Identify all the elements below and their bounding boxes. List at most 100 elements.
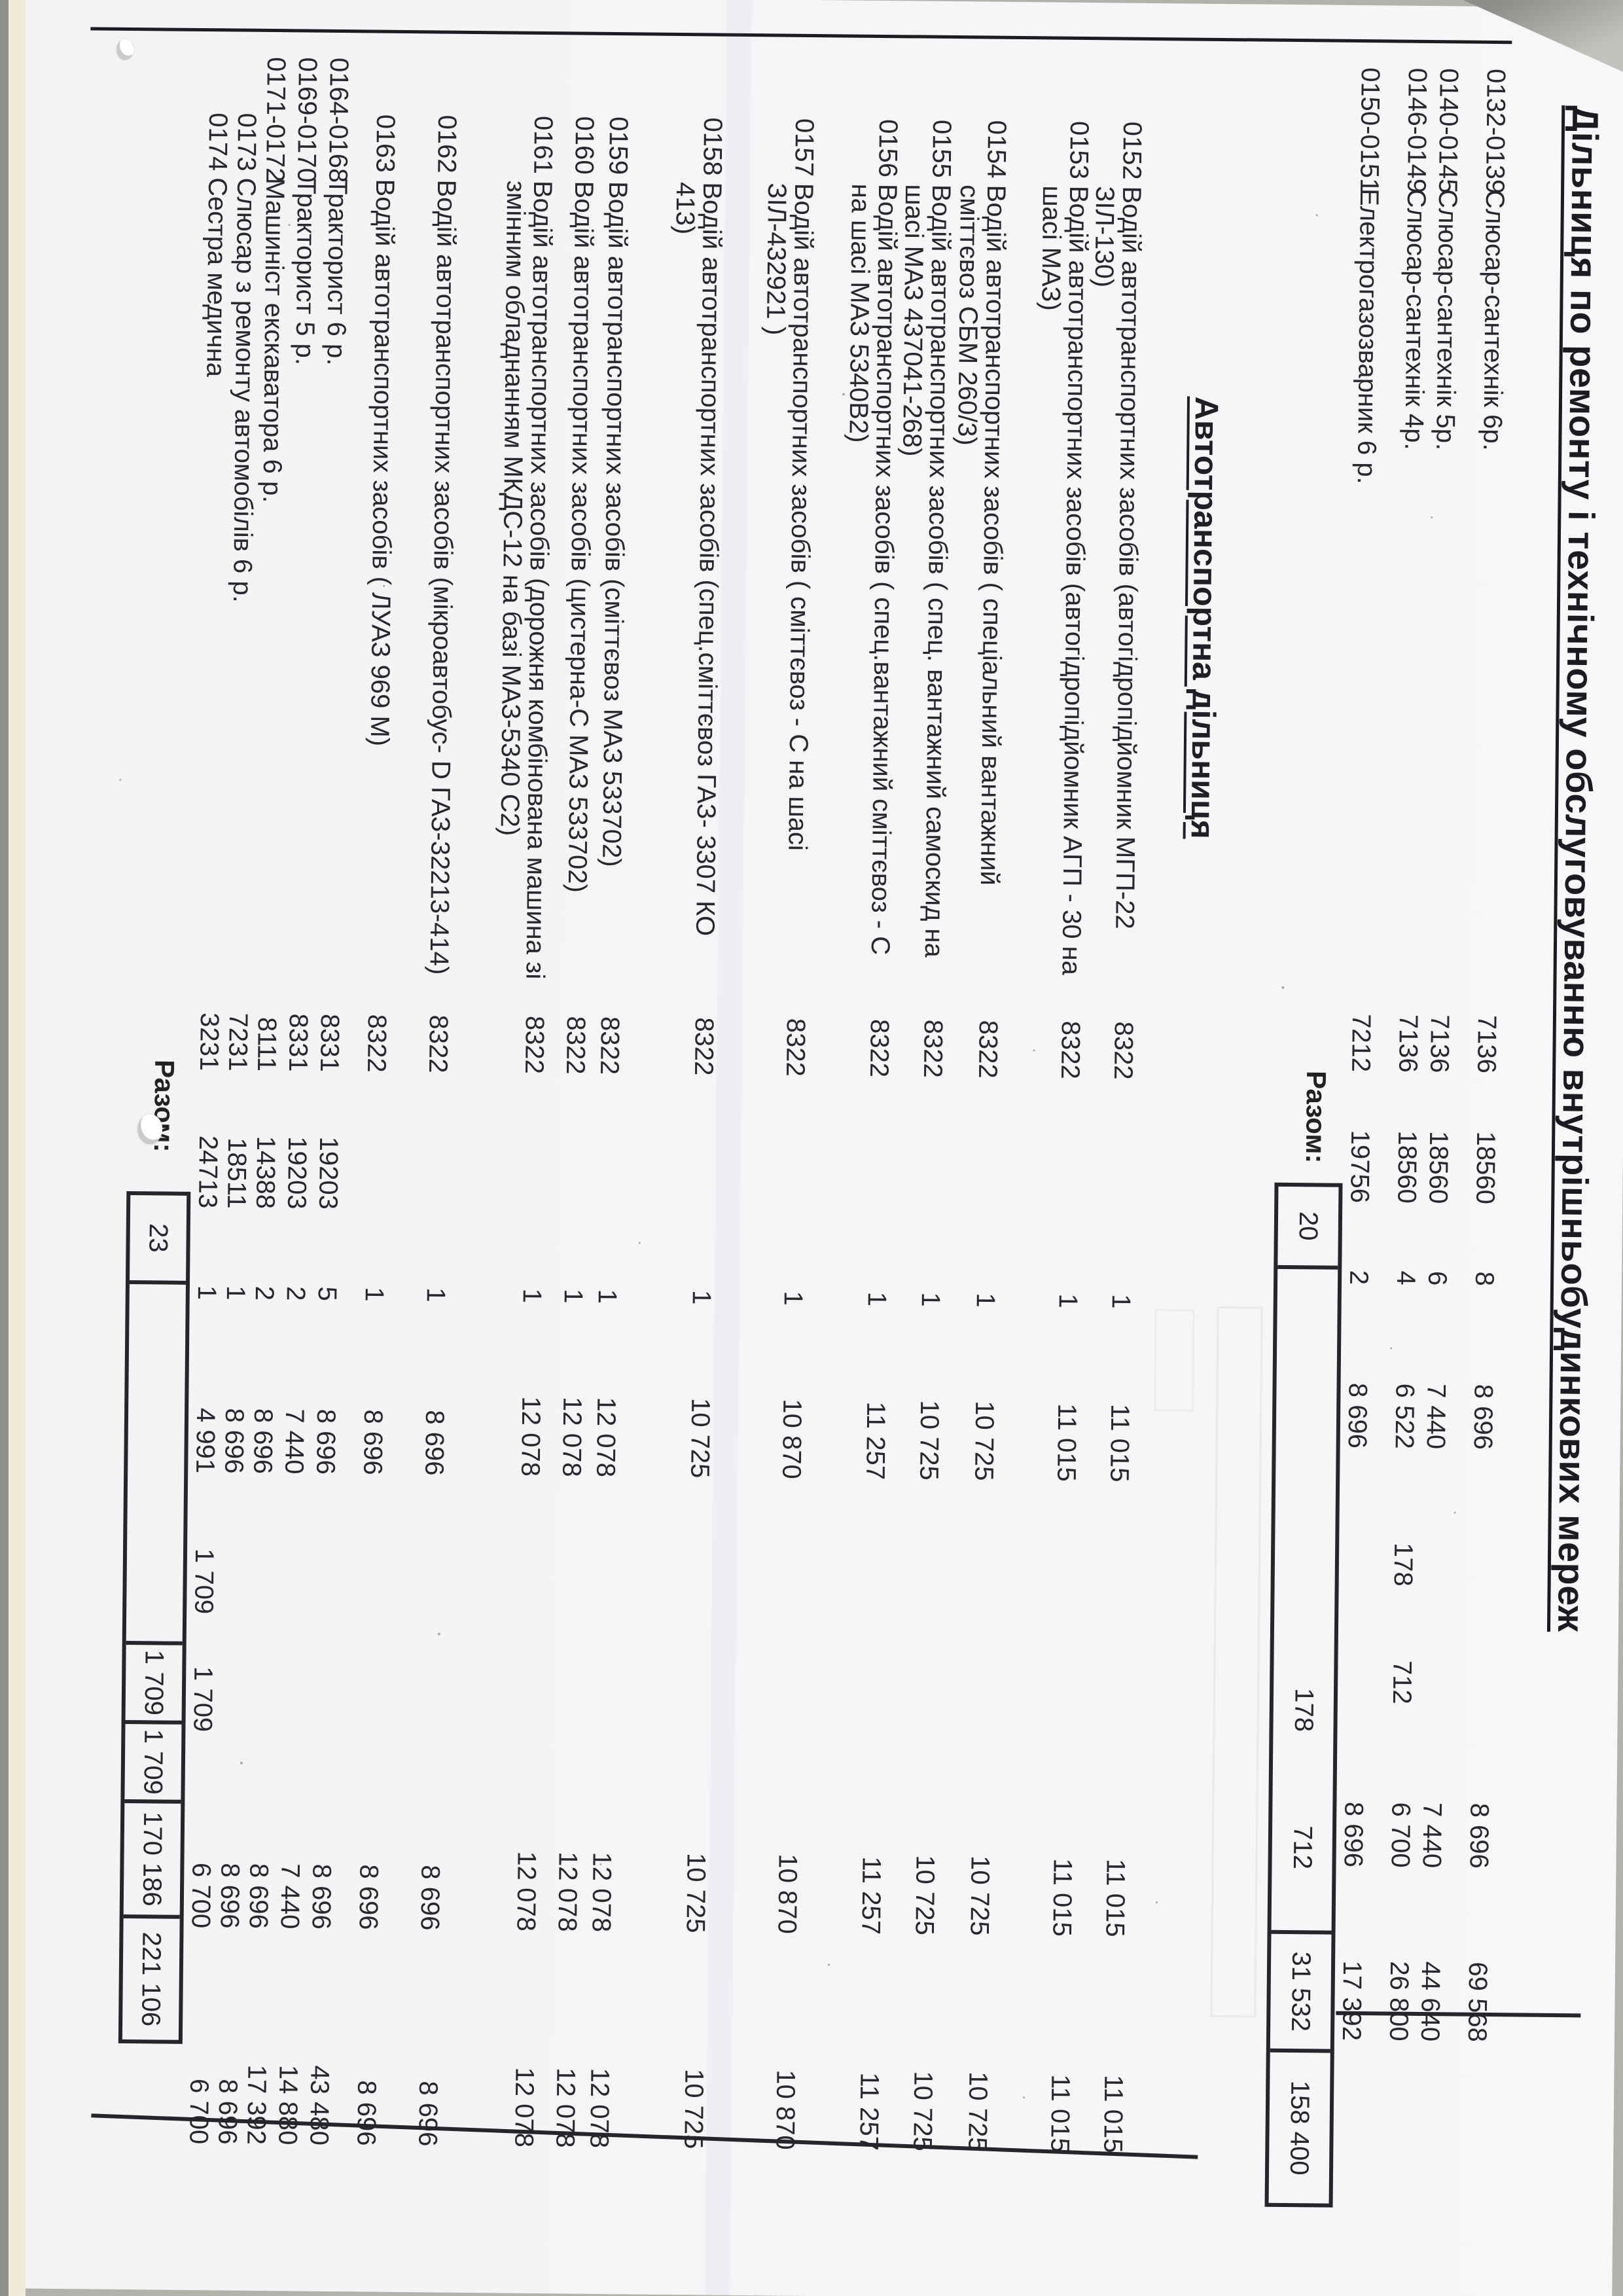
cell-position-code: 0150-0151 — [1355, 67, 1385, 193]
cell-salary: 10 725 — [685, 1397, 715, 1479]
cell-zkpptr-code — [807, 1083, 808, 1221]
cell-zkpptr-code: 18560 — [1423, 1130, 1454, 1204]
scan-speck — [599, 1863, 602, 1865]
cell-count: 5 — [312, 1286, 342, 1302]
cell-monthly-fund: 8 696 — [1338, 1801, 1368, 1868]
totals-spacer-cell — [126, 1280, 187, 1641]
scan-speck — [119, 778, 122, 781]
cell-monthly-fund: 11 015 — [1047, 1858, 1077, 1937]
cell-yearly-fund: 43 480 — [304, 2065, 334, 2146]
totals-bonus-sum: 712 — [1287, 1825, 1317, 1870]
totals-bonus: 178 — [1289, 1688, 1319, 1732]
cell-monthly-fund: 8 696 — [306, 1863, 336, 1930]
cell-bonus-sum — [1130, 1630, 1131, 1748]
cell-bonus — [583, 1484, 584, 1624]
cell-monthly-fund: 10 725 — [681, 1852, 711, 1933]
cell-bonus: 178 — [1388, 1542, 1418, 1587]
cell-monthly-fund: 7 440 — [275, 1863, 305, 1929]
cell-salary: 11 015 — [1052, 1403, 1082, 1482]
table-row: 0163 Водій автотранспортних засобів ( ЛУ… — [351, 58, 400, 2152]
cell-profession-name: Водій автотранспортних засобів ( ЛУАЗ 96… — [365, 179, 400, 747]
cell-kp-code: 7136 — [1393, 1014, 1423, 1073]
cell-bonus-sum: 1 709 — [188, 1666, 218, 1732]
cell-bonus: 1 709 — [189, 1548, 219, 1615]
cell-salary: 8 696 — [219, 1408, 249, 1474]
cell-count: 8 — [1470, 1271, 1499, 1287]
cell-position-code: 0161 — [528, 115, 558, 175]
cell-kp-code: 8322 — [973, 1020, 1003, 1079]
cell-monthly-fund: 6 700 — [186, 1862, 216, 1929]
cell-salary: 7 440 — [1421, 1383, 1451, 1450]
cell-salary: 12 078 — [516, 1396, 546, 1477]
scan-speck — [1155, 1901, 1158, 1904]
cell-monthly-fund: 12 078 — [511, 1851, 541, 1932]
cell-kp-code: 8322 — [423, 1014, 453, 1073]
cell-monthly-fund: 8 696 — [1464, 1803, 1494, 1869]
cell-monthly-fund: 8 696 — [243, 1863, 274, 1929]
cell-count: 1 — [778, 1291, 808, 1306]
cell-monthly-fund: 8 696 — [353, 1864, 383, 1930]
scan-speck — [828, 1964, 830, 1966]
cell-kp-code: 8322 — [918, 1019, 948, 1078]
cell-bonus — [1131, 1489, 1132, 1630]
cell-monthly-fund: 8 696 — [215, 1863, 245, 1929]
cell-zkpptr-code: 19203 — [313, 1136, 344, 1210]
totals-bonus-sum: 1 709 — [124, 1719, 182, 1800]
scanner-edge-dark — [0, 0, 9, 2296]
cell-bonus — [337, 1481, 338, 1622]
scan-speck — [437, 1632, 440, 1636]
cell-bonus — [384, 1482, 385, 1623]
cell-bonus-sum — [541, 1624, 542, 1742]
cell-monthly-fund: 10 870 — [772, 1854, 802, 1934]
cell-count: 4 — [1391, 1270, 1421, 1285]
cell-monthly-fund: 11 257 — [856, 1856, 886, 1935]
section1-rows: 0132-0139 Слюсар-сантехнік 6р. 7136 1856… — [1337, 8, 1623, 2296]
cell-yearly-fund: 11 015 — [1098, 2074, 1128, 2153]
cell-count: 1 — [862, 1291, 891, 1307]
cell-profession-name: Електрогазозварник 6 р. — [1351, 188, 1384, 484]
scan-speck — [1454, 1511, 1456, 1514]
left-margin-rule — [90, 27, 1512, 45]
cell-zkpptr-code — [388, 1079, 389, 1217]
section1-totals-box: 20 178 712 31 532 158 400 — [1264, 1182, 1343, 2208]
cell-zkpptr-code — [450, 1080, 451, 1217]
totals-monthly-fund: 31 532 — [1270, 1929, 1332, 2049]
cell-position-code: 0146-0149 — [1402, 67, 1432, 194]
cell-monthly-fund: 12 078 — [586, 1852, 616, 1933]
cell-zkpptr-code: 19203 — [282, 1136, 312, 1210]
cell-yearly-fund: 14 880 — [273, 2064, 303, 2145]
cell-count: 1 — [592, 1289, 622, 1304]
cell-salary: 8 696 — [311, 1408, 341, 1475]
cell-position-code: 0169-0170 — [292, 57, 322, 183]
cell-count: 6 — [1423, 1270, 1452, 1286]
cell-salary: 12 078 — [557, 1396, 587, 1477]
cell-zkpptr-code: 18560 — [1392, 1130, 1422, 1204]
cell-position-code: 0157 — [789, 118, 819, 177]
cell-kp-code: 8322 — [561, 1016, 590, 1075]
bleed-through-ghost — [1154, 1309, 1195, 1412]
cell-kp-code: 8322 — [689, 1017, 719, 1076]
totals-count: 23 — [143, 1223, 173, 1253]
cell-yearly-fund: 10 725 — [679, 2068, 709, 2149]
cell-bonus — [245, 1480, 247, 1621]
cell-count: 1 — [971, 1293, 1000, 1308]
cell-yearly-fund: 10 725 — [908, 2071, 938, 2151]
cell-salary: 8 696 — [1468, 1384, 1498, 1450]
scan-speck — [1431, 516, 1433, 519]
scan-speck — [1033, 1049, 1035, 1052]
cell-kp-code: 7212 — [1346, 1013, 1376, 1073]
cell-yearly-fund: 12 078 — [509, 2067, 539, 2148]
cell-position-code: 0162 — [432, 115, 462, 173]
cell-kp-code: 8322 — [1056, 1020, 1085, 1079]
cell-count: 1 — [916, 1292, 945, 1307]
totals-count: 20 — [1294, 1211, 1323, 1241]
cell-bonus — [803, 1486, 804, 1626]
cell-position-code: 0174 — [203, 113, 233, 171]
cell-bonus — [1495, 1456, 1496, 1594]
cell-bonus-sum — [383, 1623, 384, 1740]
cell-monthly-fund: 11 015 — [1100, 1858, 1130, 1937]
cell-zkpptr-code — [587, 1081, 588, 1219]
scan-speck — [638, 1242, 641, 1244]
cell-position-code: 0155 — [927, 119, 957, 179]
scan-speck — [288, 224, 291, 226]
